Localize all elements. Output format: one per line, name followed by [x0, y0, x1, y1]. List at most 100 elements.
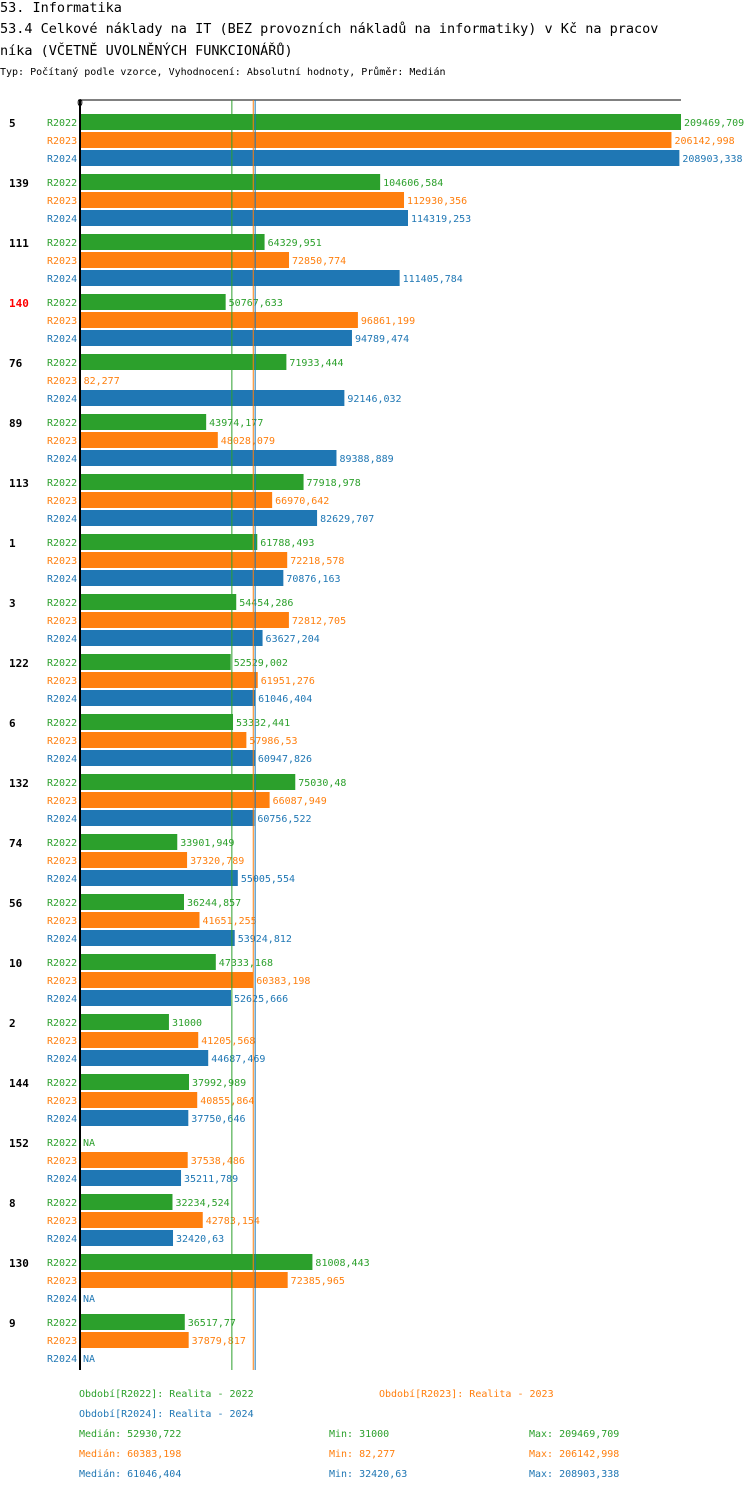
bar-130-R2022 — [80, 1254, 313, 1270]
bar-10-R2023 — [80, 972, 254, 988]
data-label-130-R2024: NA — [83, 1294, 95, 1305]
data-label-10-R2023: 60383,198 — [256, 976, 310, 987]
data-label-89-R2024: 89388,889 — [339, 454, 393, 465]
series-label-R2022: R2022 — [47, 1258, 77, 1269]
stat-min-r2024: Min: 32420,63 — [329, 1469, 408, 1480]
category-label-74: 74 — [9, 837, 23, 850]
data-label-132-R2024: 60756,522 — [257, 814, 311, 825]
data-label-8-R2023: 42783,154 — [206, 1216, 260, 1227]
bar-113-R2024 — [80, 510, 318, 526]
series-label-R2022: R2022 — [47, 418, 77, 429]
series-label-R2022: R2022 — [47, 778, 77, 789]
data-label-140-R2024: 94789,474 — [355, 334, 409, 345]
bar-144-R2024 — [80, 1110, 189, 1126]
data-label-6-R2023: 57986,53 — [249, 736, 297, 747]
series-label-R2022: R2022 — [47, 478, 77, 489]
category-label-9: 9 — [9, 1317, 16, 1330]
bar-139-R2024 — [80, 210, 408, 226]
bar-3-R2024 — [80, 630, 263, 646]
bar-140-R2023 — [80, 312, 358, 328]
series-label-R2024: R2024 — [47, 874, 77, 885]
series-label-R2024: R2024 — [47, 334, 77, 345]
data-label-3-R2023: 72812,705 — [292, 616, 346, 627]
bar-132-R2022 — [80, 774, 296, 790]
data-label-6-R2022: 53332,441 — [236, 718, 290, 729]
series-label-R2024: R2024 — [47, 394, 77, 405]
data-label-56-R2024: 53924,812 — [238, 934, 292, 945]
series-label-R2024: R2024 — [47, 814, 77, 825]
bar-6-R2022 — [80, 714, 234, 730]
series-label-R2024: R2024 — [47, 1294, 77, 1305]
bar-111-R2024 — [80, 270, 400, 286]
bar-130-R2023 — [80, 1272, 288, 1288]
series-label-R2022: R2022 — [47, 118, 77, 129]
stat-median-r2023: Medián: 60383,198 — [79, 1449, 182, 1460]
data-label-1-R2024: 70876,163 — [286, 574, 340, 585]
bar-5-R2023 — [80, 132, 672, 148]
data-label-130-R2023: 72385,965 — [291, 1276, 345, 1287]
chart-title-line-1: 53.4 Celkové náklady na IT (BEZ provozní… — [0, 21, 659, 37]
bar-5-R2022 — [80, 114, 681, 130]
data-label-132-R2023: 66087,949 — [273, 796, 327, 807]
data-label-76-R2022: 71933,444 — [289, 358, 343, 369]
series-label-R2022: R2022 — [47, 298, 77, 309]
series-label-R2023: R2023 — [47, 496, 77, 507]
bar-89-R2023 — [80, 432, 218, 448]
data-label-9-R2024: NA — [83, 1354, 95, 1365]
series-label-R2022: R2022 — [47, 358, 77, 369]
bar-chart: 05R2022209469,709R2023206142,998R2024208… — [9, 98, 744, 1370]
bar-74-R2024 — [80, 870, 238, 886]
series-label-R2022: R2022 — [47, 898, 77, 909]
data-label-56-R2022: 36244,857 — [187, 898, 241, 909]
series-label-R2022: R2022 — [47, 598, 77, 609]
data-label-122-R2024: 61046,404 — [258, 694, 312, 705]
category-label-140: 140 — [9, 297, 29, 310]
bar-113-R2023 — [80, 492, 273, 508]
series-label-R2022: R2022 — [47, 1198, 77, 1209]
bar-144-R2022 — [80, 1074, 190, 1090]
series-label-R2022: R2022 — [47, 1138, 77, 1149]
data-label-3-R2024: 63627,204 — [266, 634, 320, 645]
series-label-R2023: R2023 — [47, 976, 77, 987]
series-label-R2022: R2022 — [47, 1018, 77, 1029]
bar-2-R2024 — [80, 1050, 209, 1066]
stat-min-r2022: Min: 31000 — [329, 1429, 390, 1440]
bar-6-R2023 — [80, 732, 247, 748]
series-label-R2023: R2023 — [47, 676, 77, 687]
data-label-10-R2024: 52625,666 — [234, 994, 288, 1005]
stat-min-r2023: Min: 82,277 — [329, 1449, 396, 1460]
chart-title-line-2: níka (VČETNĚ UVOLNĚNÝCH FUNKCIONÁŘŮ) — [0, 43, 293, 59]
series-label-R2023: R2023 — [47, 916, 77, 927]
data-label-8-R2022: 32234,524 — [175, 1198, 229, 1209]
bar-76-R2022 — [80, 354, 287, 370]
bar-1-R2024 — [80, 570, 284, 586]
data-label-111-R2024: 111405,784 — [403, 274, 463, 285]
bar-140-R2024 — [80, 330, 352, 346]
data-label-139-R2024: 114319,253 — [411, 214, 471, 225]
data-label-152-R2022: NA — [83, 1138, 95, 1149]
bar-8-R2023 — [80, 1212, 203, 1228]
bar-140-R2022 — [80, 294, 226, 310]
category-label-139: 139 — [9, 177, 29, 190]
series-label-R2023: R2023 — [47, 1216, 77, 1227]
series-label-R2023: R2023 — [47, 556, 77, 567]
data-label-152-R2023: 37538,486 — [191, 1156, 245, 1167]
series-label-R2022: R2022 — [47, 658, 77, 669]
category-label-56: 56 — [9, 897, 23, 910]
report-section-title: 53. Informatika — [0, 0, 122, 16]
bar-111-R2022 — [80, 234, 265, 250]
bar-139-R2023 — [80, 192, 405, 208]
data-label-139-R2022: 104606,584 — [383, 178, 443, 189]
data-label-89-R2023: 48028,079 — [221, 436, 275, 447]
series-label-R2023: R2023 — [47, 196, 77, 207]
category-label-111: 111 — [9, 237, 29, 250]
data-label-111-R2023: 72850,774 — [292, 256, 346, 267]
data-label-1-R2022: 61788,493 — [260, 538, 314, 549]
data-label-152-R2024: 35211,789 — [184, 1174, 238, 1185]
bar-152-R2024 — [80, 1170, 182, 1186]
series-label-R2022: R2022 — [47, 1318, 77, 1329]
bar-2-R2023 — [80, 1032, 199, 1048]
category-label-8: 8 — [9, 1197, 16, 1210]
series-label-R2022: R2022 — [47, 958, 77, 969]
series-label-R2024: R2024 — [47, 754, 77, 765]
